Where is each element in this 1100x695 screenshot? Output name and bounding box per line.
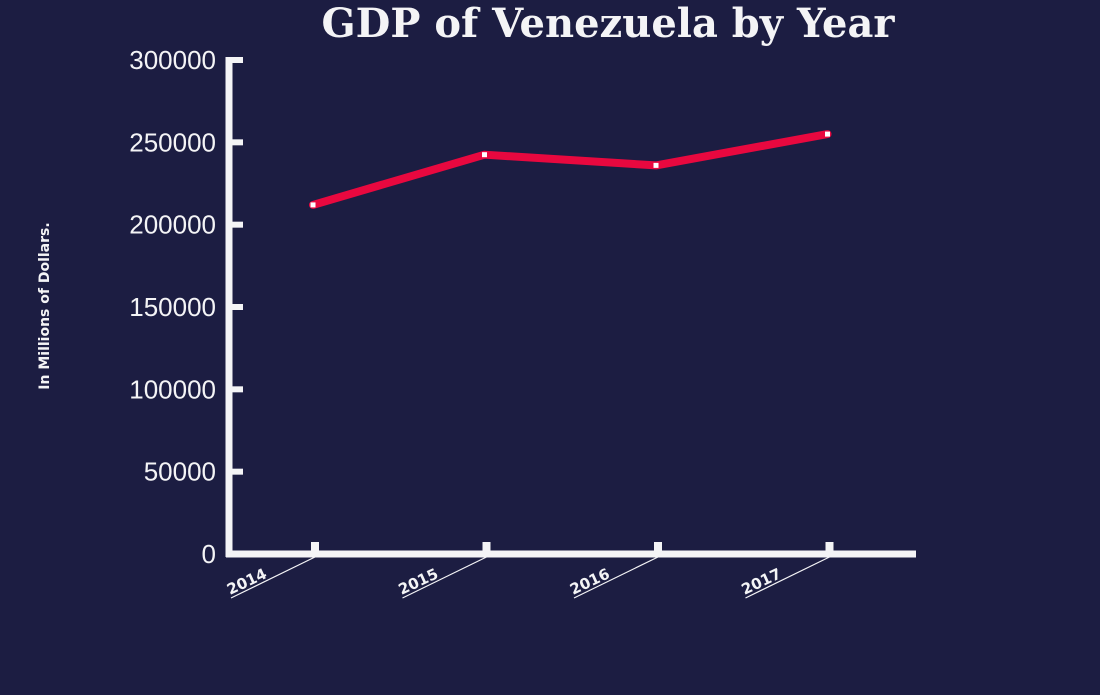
x-tick-mark [825,542,834,554]
y-axis: 0 50000 100000 150000 200000 250000 300000 [129,45,243,569]
chart-title: GDP of Venezuela by Year [322,0,896,47]
y-tick-label: 50000 [144,457,216,487]
y-axis-title: In Millions of Dollars. [37,222,53,389]
y-tick-label: 300000 [129,45,216,75]
y-tick-label: 100000 [129,374,216,404]
series-group [309,130,832,209]
y-tick-label: 150000 [129,292,216,322]
y-tick-label: 200000 [129,210,216,240]
x-tick-mark [654,542,662,554]
x-tick-leader [230,556,316,599]
x-tick-leader [573,556,659,599]
x-tick-leader [745,556,830,599]
data-point-marker [825,131,830,137]
x-tick-mark [482,542,491,554]
data-point-marker [482,152,487,158]
x-tick-mark [311,542,319,554]
x-tick-leader [402,556,487,599]
series-line [309,130,832,209]
y-tick-label: 250000 [129,127,216,157]
y-tick-label: 0 [202,539,216,569]
data-point-marker [653,162,659,168]
data-point-marker [310,202,316,208]
